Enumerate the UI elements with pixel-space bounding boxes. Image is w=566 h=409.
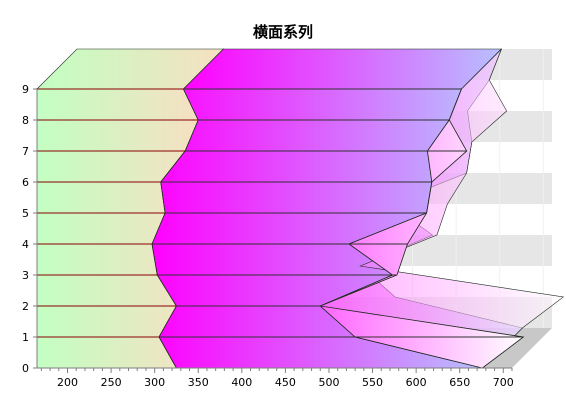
y-tick-label: 1: [22, 331, 29, 344]
y-tick-label: 9: [22, 83, 29, 96]
y-tick-label: 6: [22, 176, 29, 189]
x-tick-label: 650: [449, 376, 470, 389]
chart-title: 横面系列: [253, 23, 313, 41]
y-tick-label: 3: [22, 269, 29, 282]
series-2: [318, 48, 565, 369]
x-tick-label: 550: [362, 376, 383, 389]
x-tick-label: 200: [57, 376, 78, 389]
x-tick-label: 450: [275, 376, 296, 389]
series-1-top-face: [182, 48, 503, 90]
x-tick-label: 250: [101, 376, 122, 389]
x-tick-label: 600: [406, 376, 427, 389]
x-tick-label: 500: [318, 376, 339, 389]
y-tick-label: 4: [22, 238, 29, 251]
y-tick-label: 8: [22, 114, 29, 127]
x-tick-label: 300: [144, 376, 165, 389]
x-tick-label: 350: [188, 376, 209, 389]
series-layer: [36, 48, 565, 369]
y-tick-label: 5: [22, 207, 29, 220]
y-tick-label: 2: [22, 300, 29, 313]
x-tick-label: 400: [231, 376, 252, 389]
x-tick-label: 700: [493, 376, 514, 389]
y-tick-label: 0: [22, 362, 29, 375]
y-tick-label: 7: [22, 145, 29, 158]
axes: 0 1 2 3 4 5 6 7 8 9 200 250 300 350 400 450 500 550 600 650…: [22, 83, 514, 389]
